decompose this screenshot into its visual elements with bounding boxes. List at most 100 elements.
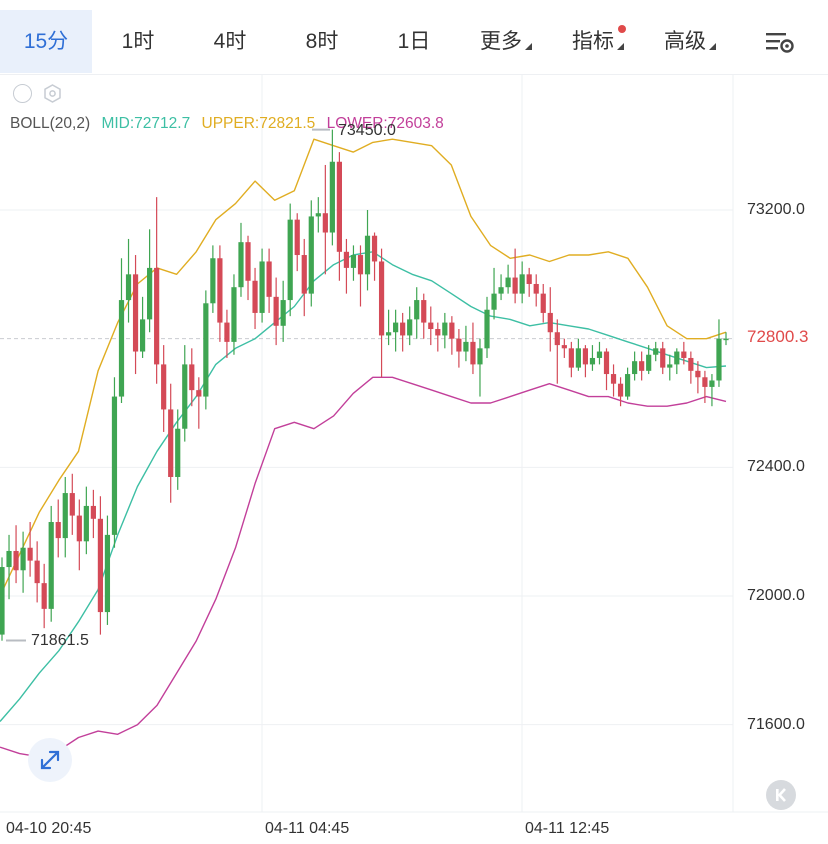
tab-indicators[interactable]: 指标 [552,10,644,73]
tab-label: 更多 [480,30,522,53]
boll-lower-line [0,376,727,758]
candlestick-chart[interactable] [0,74,828,844]
chart-settings-icon[interactable] [764,28,798,56]
candle-body [69,493,75,516]
tab-label: 4时 [213,30,247,53]
tab-label: 高级 [664,30,706,53]
candle-body [498,287,504,294]
candle-body [315,213,321,217]
boll-mid-value: MID:72712.7 [101,115,191,132]
candle-body [259,261,265,313]
tab-label: 15分 [23,30,69,53]
expand-chart-button[interactable] [28,738,72,782]
boll-upper-line [0,138,727,597]
candle-body [660,348,666,368]
boll-upper-value: UPPER:72821.5 [201,115,316,132]
candle-body [294,219,300,256]
candle-body [400,322,406,336]
candle-body [484,309,490,349]
candle-body [364,235,371,275]
y-tick-label: 72000.0 [747,587,805,604]
candle-body [603,351,610,375]
y-tick-label: 72400.0 [747,458,805,475]
tab-advanced[interactable]: 高级 [644,10,736,73]
candle-body [477,348,483,365]
candle-body [97,518,104,613]
candle-body [55,522,61,539]
candle-body [421,300,427,323]
candle-body [667,364,673,368]
candle-body [252,280,258,313]
candle-body [266,261,272,297]
candle-body [287,219,293,301]
boll-lower-value: LOWER:72603.8 [326,115,444,132]
candle-body [632,361,638,375]
candle-body [540,293,546,313]
candle-body [568,348,574,368]
candle-body [407,319,413,336]
candle-body [653,348,659,355]
candle-body [709,380,715,387]
candle-body [378,261,385,336]
candle-body [132,274,139,352]
candle-body [182,364,188,429]
hide-indicator-icon[interactable] [13,84,32,103]
candle-body [639,361,645,371]
candle-body [646,354,652,371]
candle-body [554,332,560,346]
scroll-to-latest-button[interactable] [766,780,796,810]
candle-body [414,300,420,320]
low-price-annotation: 71861.5 [31,632,89,649]
candle-body [6,550,12,568]
candle-body [62,493,68,539]
candle-body [196,390,202,397]
tab-1d[interactable]: 1日 [368,10,460,73]
candle-body [716,338,722,381]
candle-body [702,377,708,387]
dropdown-triangle-icon [709,43,716,50]
candle-body [393,322,399,333]
candle-body [350,255,357,268]
candle-body [505,277,511,288]
candle-body [139,319,146,352]
candle-body [357,255,364,275]
tab-1h[interactable]: 1时 [92,10,184,73]
candle-body [512,277,518,294]
candle-body [161,364,167,410]
candle-body [589,357,596,365]
candle-body [336,161,342,252]
x-tick-label: 04-11 12:45 [525,820,610,837]
candle-body [20,547,26,571]
tab-more[interactable]: 更多 [460,10,552,73]
candle-body [273,296,279,326]
timeframe-toolbar: 15分 1时 4时 8时 1日 更多 指标 高级 [0,0,828,75]
candle-body [147,267,153,320]
candle-body [695,370,701,378]
candle-body [322,213,328,233]
tab-8h[interactable]: 8时 [276,10,368,73]
candle-body [547,312,553,333]
candle-body [0,567,5,635]
indicator-name: BOLL(20,2) [10,115,91,132]
candle-body [301,255,307,294]
notification-dot-icon [618,25,626,33]
candle-body [203,303,209,397]
candle-body [470,341,476,365]
indicator-settings-icon[interactable] [43,84,62,103]
candle-body [189,364,195,391]
candle-body [111,396,118,535]
candle-body [308,216,314,294]
tab-15m[interactable]: 15分 [0,10,92,73]
tab-4h[interactable]: 4时 [184,10,276,73]
dropdown-triangle-icon [617,43,624,50]
candle-body [582,348,589,365]
candle-body [329,161,335,233]
candle-body [371,235,378,262]
tab-label: 8时 [305,30,339,53]
candle-body [596,351,603,358]
y-tick-label: 73200.0 [747,201,805,218]
candle-body [83,505,89,542]
candle-body [245,242,251,281]
candle-body [681,351,687,358]
candle-body [343,251,350,268]
